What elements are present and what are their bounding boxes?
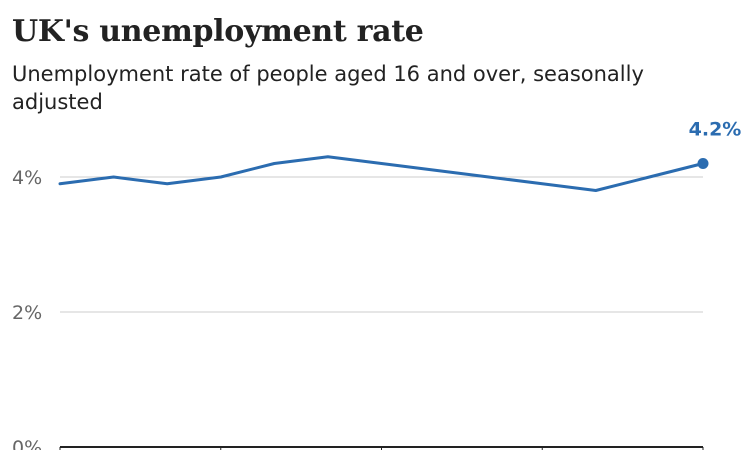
gridlines xyxy=(60,176,703,313)
labels: 0% 2% 4% 4.2% xyxy=(12,119,741,450)
chart-title: UK's unemployment rate xyxy=(12,14,424,49)
series-line xyxy=(58,155,705,192)
y-tick-label: 2% xyxy=(12,302,42,324)
end-point xyxy=(697,158,709,169)
y-tick-label: 4% xyxy=(12,167,42,189)
x-axis xyxy=(59,446,704,450)
y-tick-label: 0% xyxy=(12,437,42,450)
end-value-label: 4.2% xyxy=(689,119,742,141)
chart-subtitle: Unemployment rate of people aged 16 and … xyxy=(12,62,644,114)
series xyxy=(58,155,709,192)
